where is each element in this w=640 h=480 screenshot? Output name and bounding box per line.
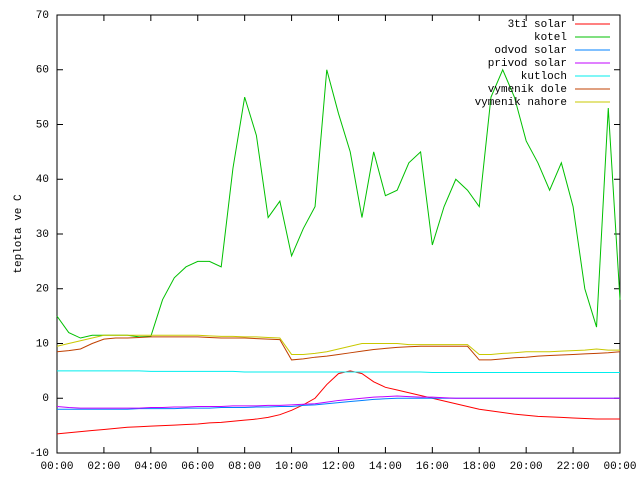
x-tick-label: 08:00 — [228, 461, 261, 473]
x-tick-label: 16:00 — [416, 461, 449, 473]
x-tick-label: 06:00 — [181, 461, 214, 473]
y-tick-label: 30 — [36, 229, 49, 241]
y-tick-label: 10 — [36, 338, 49, 350]
y-tick-label: 40 — [36, 174, 49, 186]
legend-label: kotel — [534, 32, 567, 44]
series-line — [57, 370, 620, 374]
x-tick-label: 00:00 — [603, 461, 636, 473]
legend-label: privod solar — [488, 58, 567, 70]
x-tick-label: 20:00 — [510, 461, 543, 473]
legend-label: kutloch — [521, 71, 567, 83]
legend-label: odvod solar — [494, 45, 567, 57]
series-line — [56, 395, 620, 409]
series-line — [56, 370, 620, 435]
y-tick-label: -10 — [29, 448, 49, 460]
y-tick-label: 50 — [36, 119, 49, 131]
legend-label: 3ti solar — [508, 19, 567, 31]
x-tick-label: 02:00 — [87, 461, 120, 473]
x-tick-label: 18:00 — [463, 461, 496, 473]
series-line — [56, 334, 620, 355]
legend-label: vymenik nahore — [475, 97, 567, 109]
x-tick-label: 22:00 — [557, 461, 590, 473]
series-line — [56, 336, 621, 361]
y-tick-label: 60 — [36, 65, 49, 77]
legend-label: vymenik dole — [488, 84, 567, 96]
y-axis-label: teplota ve C — [13, 194, 25, 274]
x-tick-label: 14:00 — [369, 461, 402, 473]
y-tick-label: 70 — [36, 10, 49, 22]
series-line — [56, 68, 621, 339]
y-tick-label: 20 — [36, 284, 49, 296]
x-tick-label: 04:00 — [134, 461, 167, 473]
x-tick-label: 00:00 — [40, 461, 73, 473]
x-tick-label: 10:00 — [275, 461, 308, 473]
x-tick-label: 12:00 — [322, 461, 355, 473]
y-tick-label: 0 — [42, 393, 49, 405]
